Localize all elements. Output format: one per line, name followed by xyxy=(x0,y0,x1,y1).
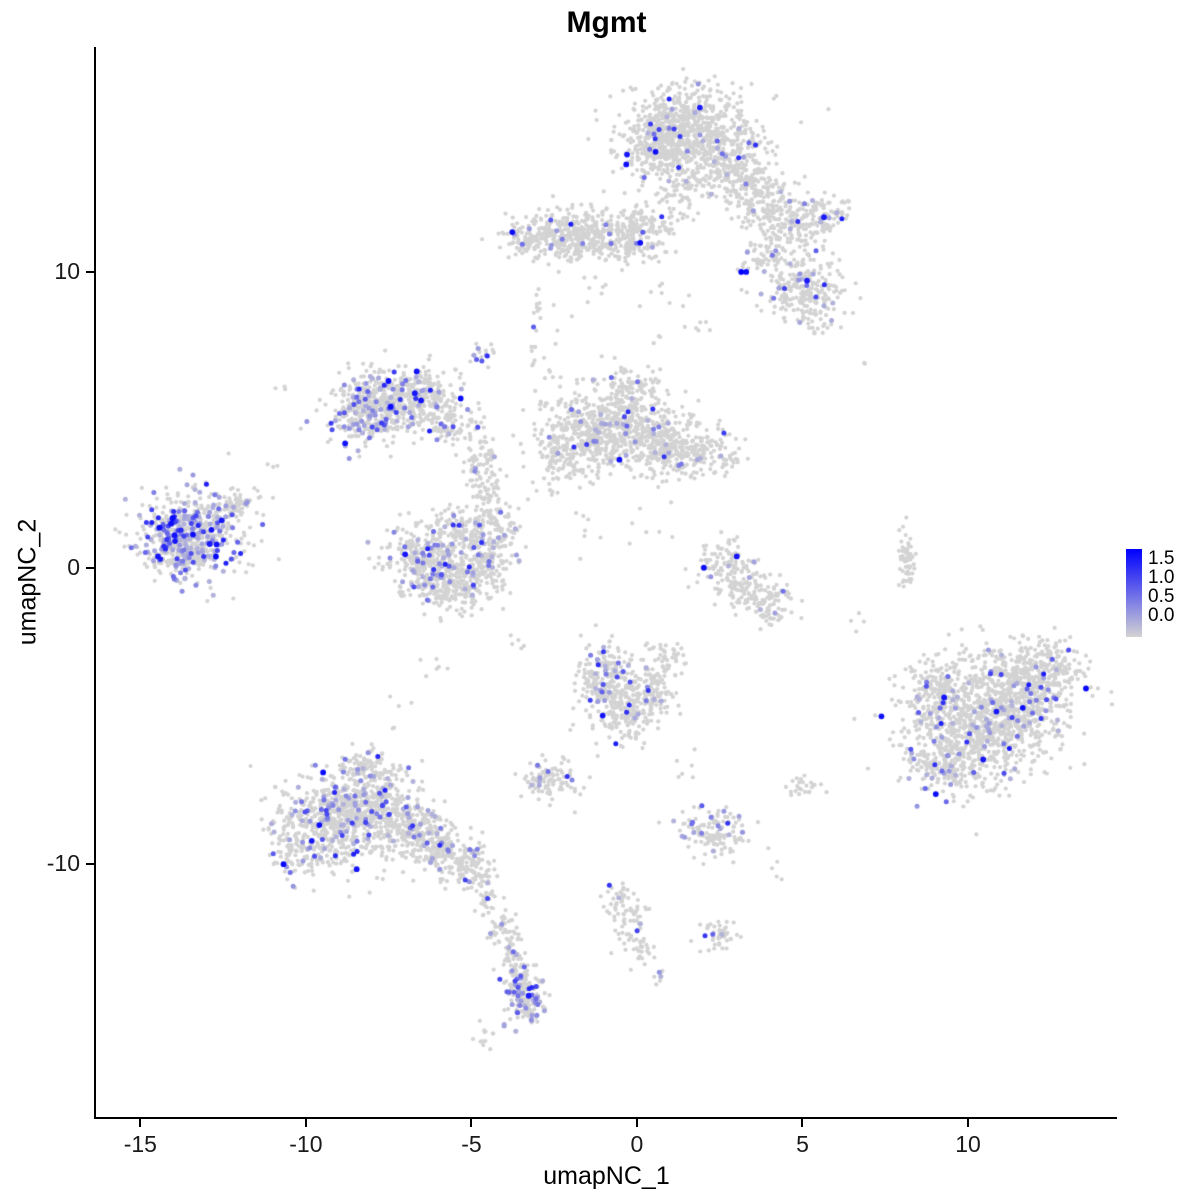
x-tick-mark xyxy=(967,1119,970,1127)
y-tick-label: 10 xyxy=(54,257,80,284)
legend-label: 1.5 xyxy=(1148,548,1175,569)
x-tick-label: 10 xyxy=(955,1131,981,1157)
scatter-points-canvas xyxy=(96,47,1117,1117)
color-legend: 1.5 1.0 0.5 0.0 xyxy=(1124,545,1200,645)
y-tick-label: 0 xyxy=(67,553,80,580)
y-axis-line xyxy=(94,47,96,1119)
legend-label: 0.0 xyxy=(1148,605,1175,626)
legend-label: 1.0 xyxy=(1148,567,1175,588)
x-axis-line xyxy=(94,1117,1117,1119)
x-tick-mark xyxy=(470,1119,473,1127)
y-tick-mark xyxy=(86,270,94,273)
x-tick-label: 0 xyxy=(630,1131,644,1157)
y-tick-mark xyxy=(86,862,94,865)
y-axis-title: umapNC_2 xyxy=(13,518,42,646)
x-tick-mark xyxy=(139,1119,142,1127)
legend-gradient-bar xyxy=(1126,549,1142,637)
x-tick-label: -5 xyxy=(461,1131,482,1157)
legend-label: 0.5 xyxy=(1148,586,1175,607)
y-tick-mark xyxy=(86,566,94,569)
x-tick-mark xyxy=(304,1119,307,1127)
x-tick-label: -15 xyxy=(123,1131,157,1157)
x-tick-mark xyxy=(801,1119,804,1127)
x-tick-mark xyxy=(635,1119,638,1127)
plot-title: Mgmt xyxy=(566,6,647,39)
y-tick-label: -10 xyxy=(46,849,80,876)
x-tick-label: -10 xyxy=(289,1131,323,1157)
x-tick-label: 5 xyxy=(796,1131,809,1157)
x-axis-title: umapNC_1 xyxy=(543,1162,670,1190)
